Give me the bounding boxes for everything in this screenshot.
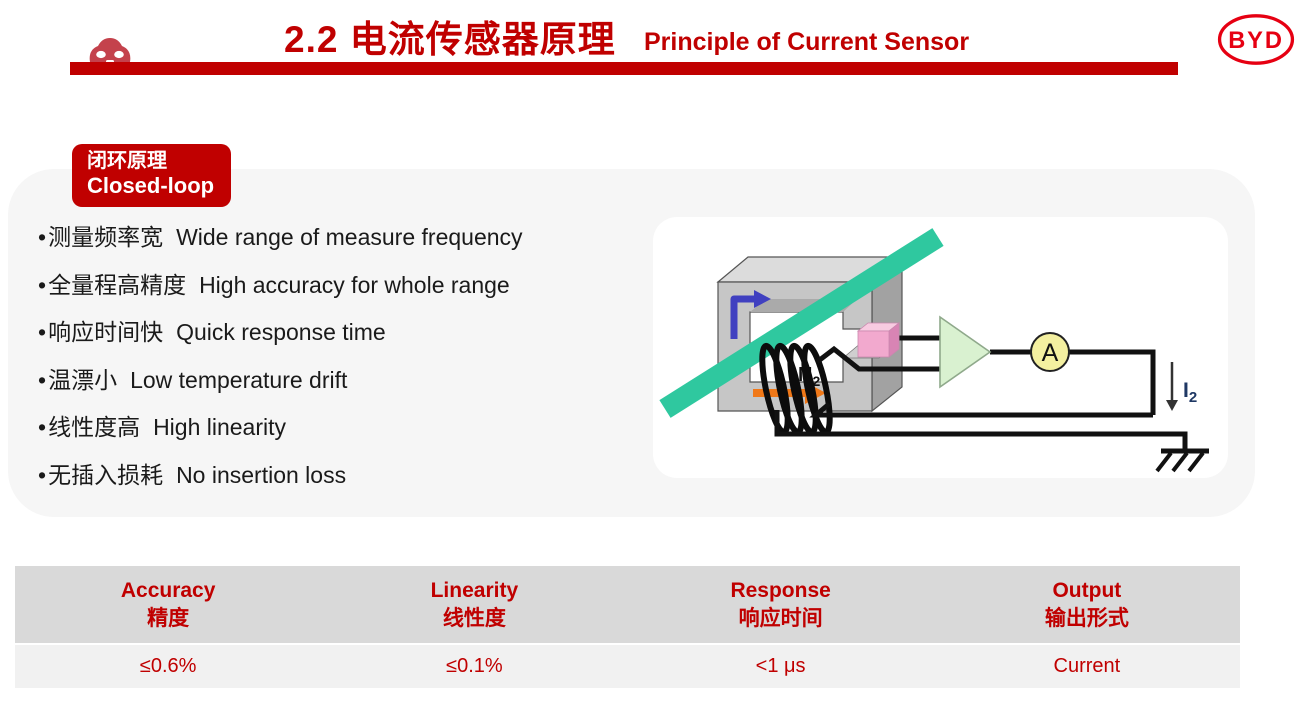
list-item: 响应时间快 Quick response time	[38, 309, 523, 357]
output-current-arrow-icon	[1166, 362, 1178, 411]
column-header: Response 响应时间	[628, 577, 934, 633]
feature-en: No insertion loss	[176, 461, 347, 488]
feature-en: High linearity	[153, 414, 287, 441]
column-header-zh: 精度	[147, 606, 190, 630]
ammeter-icon: A	[1030, 332, 1070, 372]
title-underline	[70, 62, 1178, 75]
list-item: 无插入损耗 No insertion loss	[38, 452, 523, 500]
list-item: 测量频率宽 Wide range of measure frequency	[38, 214, 523, 262]
feature-en: Low temperature drift	[130, 366, 348, 393]
byd-logo-text: BYD	[1228, 28, 1284, 54]
column-header-zh: 响应时间	[738, 606, 823, 630]
feature-zh: 响应时间快	[48, 319, 164, 346]
feature-en: Wide range of measure frequency	[176, 224, 523, 250]
hall-element-icon	[856, 322, 901, 358]
column-header-zh: 输出形式	[1044, 606, 1129, 630]
column-header-en: Linearity	[430, 578, 519, 602]
primary-conductor-bar	[659, 228, 944, 418]
feature-zh: 温漂小	[48, 366, 118, 393]
column-header: Accuracy 精度	[15, 577, 321, 633]
output-current-label: I2	[1183, 379, 1197, 406]
list-item: 线性度高 High linearity	[38, 404, 523, 452]
ammeter-label: A	[1042, 339, 1059, 367]
badge-label-zh: 闭环原理	[87, 150, 167, 172]
column-header-en: Accuracy	[120, 578, 216, 602]
closed-loop-badge: 闭环原理 Closed-loop	[72, 144, 232, 208]
feature-en: High accuracy for whole range	[199, 271, 510, 298]
spec-table: Accuracy 精度 Linearity 线性度 Response 响应时间 …	[15, 566, 1240, 688]
feature-zh: 线性度高	[48, 414, 141, 441]
page-subtitle: Principle of Current Sensor	[644, 28, 970, 56]
column-header-zh: 线性度	[442, 606, 506, 630]
circuit-wires	[774, 335, 1188, 451]
flux-arrow-icon	[730, 290, 771, 339]
feature-zh: 测量频率宽	[48, 224, 164, 250]
column-header-en: Output	[1052, 578, 1122, 602]
page-title: 2.2 电流传感器原理	[284, 19, 616, 60]
car-icon	[89, 38, 131, 64]
feature-list: 测量频率宽 Wide range of measure frequency 全量程…	[38, 214, 523, 500]
byd-logo: BYD	[1217, 14, 1295, 65]
table-cell: ≤0.6%	[139, 655, 197, 677]
table-cell: Current	[1053, 655, 1121, 677]
spec-table-row: ≤0.6% ≤0.1% <1 μs Current	[15, 645, 1240, 688]
list-item: 温漂小 Low temperature drift	[38, 357, 523, 405]
closed-loop-diagram: N2 A	[653, 217, 1228, 478]
spec-table-header: Accuracy 精度 Linearity 线性度 Response 响应时间 …	[15, 566, 1240, 643]
badge-label-en: Closed-loop	[87, 173, 215, 199]
table-cell: <1 μs	[755, 655, 806, 677]
column-header: Output 输出形式	[934, 577, 1240, 633]
feature-zh: 无插入损耗	[48, 461, 164, 488]
feature-en: Quick response time	[176, 319, 386, 346]
feature-zh: 全量程高精度	[48, 271, 187, 298]
column-header: Linearity 线性度	[321, 577, 627, 633]
list-item: 全量程高精度 High accuracy for whole range	[38, 262, 523, 310]
column-header-en: Response	[730, 578, 831, 602]
table-cell: ≤0.1%	[446, 655, 503, 677]
ground-icon	[1155, 448, 1209, 473]
amplifier-icon	[939, 315, 992, 389]
